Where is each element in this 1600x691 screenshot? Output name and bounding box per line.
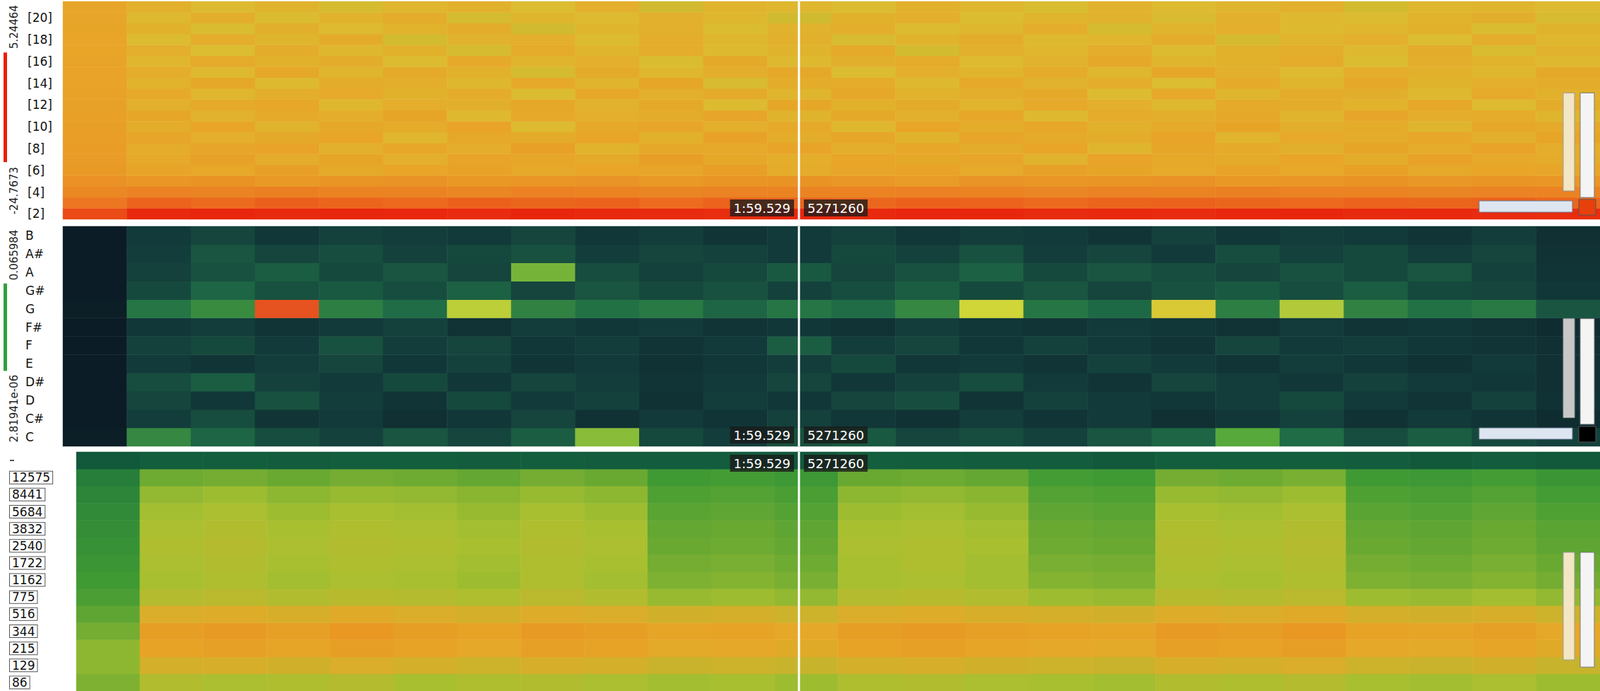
svg-text:86: 86 bbox=[12, 675, 28, 690]
svg-text:8441: 8441 bbox=[12, 487, 43, 502]
svg-text:[20]: [20] bbox=[27, 10, 53, 25]
svg-text:D: D bbox=[25, 393, 35, 408]
svg-text:[4]: [4] bbox=[27, 185, 45, 200]
svg-text:[2]: [2] bbox=[27, 206, 45, 221]
svg-text:775: 775 bbox=[12, 589, 35, 604]
svg-text:215: 215 bbox=[12, 641, 35, 656]
svg-text:2540: 2540 bbox=[12, 538, 43, 553]
svg-text:1162: 1162 bbox=[12, 572, 43, 587]
svg-text:[18]: [18] bbox=[27, 32, 53, 47]
svg-text:129: 129 bbox=[12, 658, 35, 673]
svg-text:C: C bbox=[25, 429, 34, 445]
svg-text:G#: G# bbox=[25, 283, 45, 298]
svg-text:5684: 5684 bbox=[12, 504, 43, 519]
svg-text:12575: 12575 bbox=[12, 470, 51, 485]
svg-text:-24.7673: -24.7673 bbox=[7, 166, 21, 215]
svg-text:5271260: 5271260 bbox=[807, 200, 864, 216]
svg-text:G: G bbox=[25, 301, 35, 317]
svg-text:[12]: [12] bbox=[27, 97, 53, 112]
svg-text:1:59.529: 1:59.529 bbox=[733, 200, 792, 216]
svg-text:1722: 1722 bbox=[12, 555, 43, 570]
svg-text:B: B bbox=[25, 228, 34, 243]
svg-text:F#: F# bbox=[25, 320, 43, 335]
svg-text:516: 516 bbox=[12, 606, 35, 621]
svg-text:A: A bbox=[25, 265, 34, 280]
svg-text:[16]: [16] bbox=[27, 54, 53, 69]
svg-text:A#: A# bbox=[25, 246, 44, 261]
svg-text:[8]: [8] bbox=[27, 141, 45, 156]
svg-text:2.81941e-06: 2.81941e-06 bbox=[7, 374, 21, 443]
svg-text:D#: D# bbox=[25, 374, 45, 389]
svg-text:[6]: [6] bbox=[27, 163, 45, 178]
svg-text:3832: 3832 bbox=[12, 521, 43, 536]
svg-text:C#: C# bbox=[25, 411, 44, 426]
svg-text:0.065984: 0.065984 bbox=[7, 229, 21, 281]
svg-text:[14]: [14] bbox=[27, 76, 53, 91]
svg-text:5271260: 5271260 bbox=[807, 427, 864, 443]
svg-text:[10]: [10] bbox=[27, 119, 53, 134]
svg-text:E: E bbox=[25, 356, 34, 371]
svg-text:5.24464: 5.24464 bbox=[7, 4, 21, 49]
svg-text:344: 344 bbox=[12, 624, 35, 639]
svg-text:F: F bbox=[25, 337, 33, 353]
svg-text:1:59.529: 1:59.529 bbox=[733, 456, 792, 471]
svg-text:5271260: 5271260 bbox=[807, 456, 864, 471]
svg-text:1:59.529: 1:59.529 bbox=[733, 427, 792, 443]
